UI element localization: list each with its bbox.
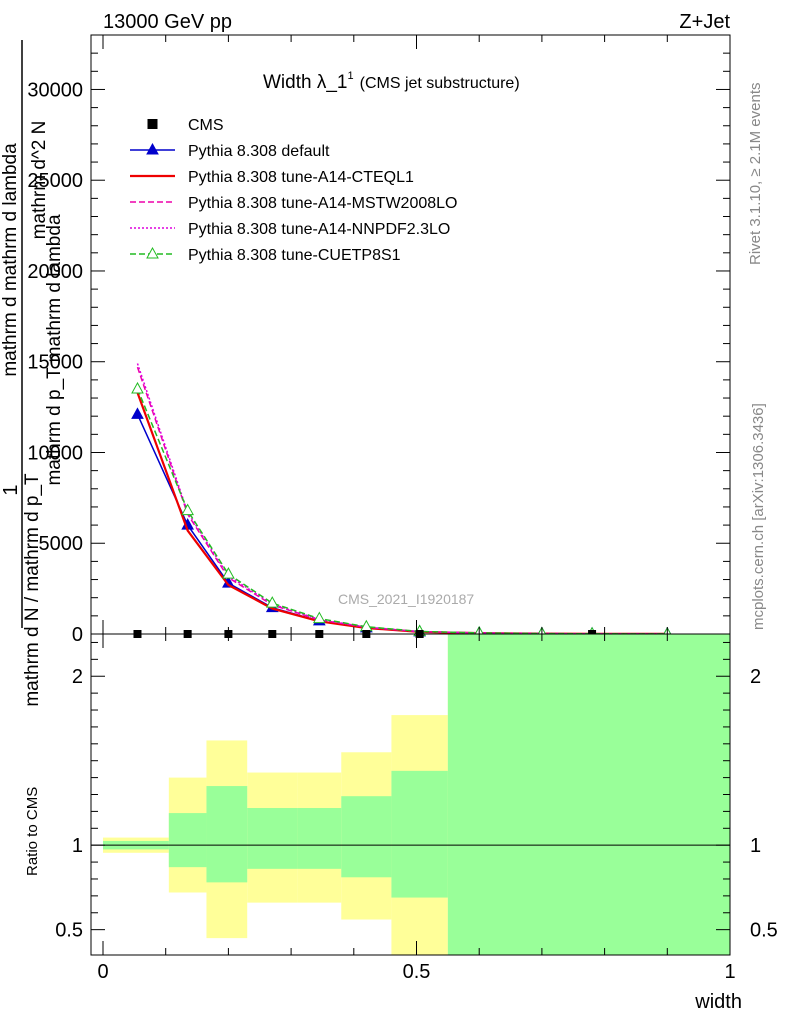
ratio-y-tick-label-left: 1 — [72, 835, 83, 857]
series-marker — [181, 503, 194, 516]
uncertainty-band-inner — [206, 786, 248, 883]
header-right: Z+Jet — [679, 11, 730, 33]
uncertainty-band-inner — [168, 813, 207, 868]
y-label-line: mathrm d^2 N — [29, 121, 50, 240]
legend: CMS Pythia 8.308 default Pythia 8.308 tune… — [130, 117, 457, 264]
uncertainty-band-inner — [447, 634, 730, 955]
legend-label: Pythia 8.308 tune-A14-CTEQL1 — [188, 169, 414, 186]
ratio-y-tick-label-left: 0.5 — [55, 920, 83, 942]
ratio-y-tick-label-left: 2 — [72, 666, 83, 688]
y-tick-label: 25000 — [27, 170, 83, 192]
rivet-label: Rivet 3.1.10, ≥ 2.1M events — [747, 83, 764, 266]
series-marker — [131, 407, 144, 419]
ratio-panel: 0.5 0.5 1 1 2 2 0 0.5 1 Ratio to CMS width — [24, 633, 778, 1013]
legend-label: Pythia 8.308 default — [188, 143, 330, 160]
ratio-y-tick-label-right: 0.5 — [750, 920, 778, 942]
main-panel: 0 5000 10000 15000 20000 25000 30000 Width λ_1… — [0, 34, 731, 707]
uncertainty-band-inner — [391, 770, 448, 898]
series-marker — [312, 611, 326, 624]
y-tick-label: 15000 — [27, 352, 83, 374]
legend-label: CMS — [188, 117, 224, 134]
mcplots-label: mcplots.cern.ch [arXiv:1306.3436] — [750, 403, 767, 630]
series-marker — [222, 567, 235, 579]
legend-marker — [146, 142, 159, 155]
ratio-y-tick-label-right: 1 — [750, 835, 761, 857]
series-marker — [131, 381, 144, 394]
header-left: 13000 GeV pp — [103, 11, 232, 33]
ratio-y-axis-label: Ratio to CMS — [24, 787, 41, 876]
y-tick-label: 30000 — [27, 79, 83, 101]
series-marker — [265, 596, 279, 608]
ratio-y-tick-label-right: 2 — [750, 666, 761, 688]
uncertainty-band-inner — [247, 808, 298, 869]
uncertainty-band-inner — [341, 796, 392, 878]
legend-label: Pythia 8.308 tune-A14-MSTW2008LO — [188, 195, 457, 212]
y-label-line: mathrm d N / mathrm d p_T — [22, 473, 43, 707]
uncertainty-band-inner — [297, 808, 342, 869]
y-tick-label: 20000 — [27, 261, 83, 283]
x-axis-label: width — [694, 991, 742, 1013]
x-tick-label: 0.5 — [403, 961, 431, 983]
x-tick-label: 0 — [97, 961, 108, 983]
y-tick-label: 5000 — [39, 533, 84, 555]
x-tick-label: 1 — [724, 961, 735, 983]
legend-marker — [146, 246, 159, 259]
watermark: CMS_2021_I1920187 — [338, 591, 474, 607]
y-label-line: mathrm d mathrm d lambda — [0, 143, 21, 377]
legend-label: Pythia 8.308 tune-CUETP8S1 — [188, 247, 401, 264]
y-label-line: 1 — [0, 484, 22, 495]
y-label-line: mathrm d p_T mathrm d lambda — [44, 214, 65, 485]
y-tick-label: 0 — [72, 624, 83, 646]
y-tick-label: 10000 — [27, 442, 83, 464]
legend-label: Pythia 8.308 tune-A14-NNPDF2.3LO — [188, 221, 450, 238]
main-title: Width λ_11 (CMS jet substructure) — [263, 70, 520, 93]
legend-marker — [147, 119, 158, 129]
main-frame — [90, 34, 731, 635]
